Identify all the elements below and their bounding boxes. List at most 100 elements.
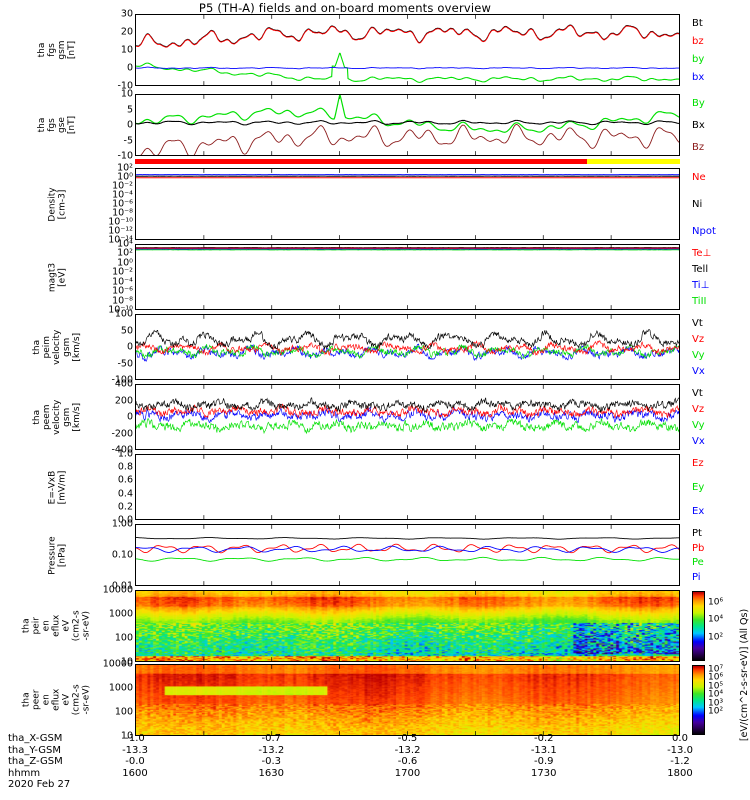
mode-status-bars [135, 159, 680, 168]
ytick-peir-eflux-3: 10 [120, 656, 133, 668]
panel-plot-density [136, 169, 679, 239]
xaxis-value: -0.2 [533, 733, 554, 744]
legend-fgs-gse-by: By [692, 98, 705, 109]
panel-plot-peer-eflux [203, 665, 612, 735]
xaxis-row-label: tha_Z-GSM [8, 756, 63, 767]
legend-peim-velocity-vz: Vz [692, 334, 705, 345]
xaxis-row-label: tha_Y-GSM [8, 744, 62, 756]
legend-fgs-gsm-by: by [692, 54, 705, 65]
ytick-fgs-gsm-1: 20 [120, 26, 133, 38]
xaxis-value: -0.0 [125, 756, 145, 767]
ytick-efield-5: 0.0 [117, 514, 133, 526]
ytick-magt3-4: 10⁻⁴ [112, 276, 133, 288]
series-line [136, 24, 679, 48]
xaxis-row-tha_z-gsm: tha_Z-GSM -0.0 -0.3 -0.6 -0.9 -1.2 [0, 756, 750, 768]
xaxis-value: -13.2 [394, 744, 421, 756]
spectrogram-peer-eflux [136, 665, 679, 735]
xaxis-row-tha_y-gsm: tha_Y-GSM -13.3 -13.2 -13.2 -13.1 -13.0 [0, 745, 750, 757]
xaxis-value: 0.0 [672, 733, 688, 744]
legend-peem-velocity-vt: Vt [692, 388, 703, 399]
peir-colorbar [692, 591, 705, 661]
series-line [136, 52, 679, 83]
ytick-peer-eflux-3: 10 [120, 730, 133, 742]
panel-efield [135, 454, 680, 520]
ytick-peer-eflux-0: 10000 [102, 658, 133, 670]
xaxis-row-label: hhmm [8, 767, 41, 779]
ytick-peim-velocity-3: -50 [117, 358, 133, 369]
x-axis-block: tha_X-GSM -1.0 -0.7 -0.5 -0.2 0.0 tha_Y-GSM -13… [0, 733, 750, 779]
legend-pressure-pb: Pb [692, 542, 705, 554]
series-line [136, 340, 679, 357]
xaxis-value: -0.6 [397, 756, 418, 767]
peer-colorbar-gradient [693, 666, 704, 734]
series-line [136, 119, 679, 126]
legend-peem-velocity-vx: Vx [692, 436, 705, 447]
ytick-peem-velocity-4: -400 [111, 444, 133, 456]
xaxis-value: -13.3 [122, 744, 148, 756]
peer-colorbar-tick-5: 10² [708, 706, 724, 717]
panel-plot-fgs-gsm [136, 15, 679, 85]
ytick-magt3-2: 10⁰ [117, 257, 133, 269]
ytick-peem-velocity-1: 200 [114, 395, 133, 406]
ytick-pressure-2: 0.01 [111, 580, 133, 592]
xaxis-value: -1.0 [125, 733, 145, 744]
legend-magt3-te: Te⊥ [692, 248, 712, 259]
xaxis-row-label: tha_X-GSM [8, 733, 63, 744]
legend-magt3-tell: Tell [692, 264, 709, 275]
peer-colorbar-tick-0: 10⁷ [708, 664, 724, 675]
series-line [136, 66, 679, 70]
panel-plot-peir-eflux [203, 591, 612, 661]
ytick-fgs-gse-3: -5 [123, 135, 133, 146]
legend-peem-velocity-vz: Vz [692, 404, 705, 415]
peir-colorbar-gradient [693, 592, 704, 660]
legend-pressure-pe: Pe [692, 557, 704, 569]
panel-peem-velocity [135, 384, 680, 450]
panel-plot-magt3 [136, 245, 679, 309]
series-line [136, 403, 679, 419]
legend-magt3-tiii: TiII [692, 296, 707, 307]
series-line [136, 329, 679, 350]
ytick-magt3-0: 10⁴ [117, 238, 133, 250]
ytick-peer-eflux-1: 1000 [108, 682, 133, 694]
legend-peim-velocity-vt: Vt [692, 318, 703, 329]
series-line [140, 123, 679, 155]
legend-density-ni: Ni [692, 199, 703, 210]
series-line [136, 418, 679, 435]
ytick-peim-velocity-4: -100 [111, 374, 133, 386]
xaxis-value: -0.9 [533, 756, 554, 767]
legend-fgs-gse-bx: Bx [692, 120, 705, 131]
panel-plot-pressure [136, 525, 679, 585]
ytick-density-1: 10⁰ [117, 171, 133, 183]
ytick-fgs-gse-4: -10 [117, 150, 133, 162]
ytitle-pressure: Pressure [nPa] [47, 535, 68, 575]
ytick-fgs-gsm-2: 10 [120, 44, 133, 56]
xaxis-value: 1600 [122, 767, 148, 779]
ytick-efield-3: 0.4 [117, 488, 133, 500]
peir-colorbar-tick-1: 10⁴ [708, 614, 724, 625]
xaxis-value: -13.0 [667, 744, 693, 756]
ytick-efield-0: 1.0 [117, 448, 133, 460]
ytick-density-2: 10⁻² [112, 180, 133, 192]
ytick-density-8: 10⁻¹⁴ [108, 234, 133, 246]
xaxis-value: -13.1 [530, 744, 557, 756]
xaxis-value: 1800 [667, 767, 693, 779]
ytick-efield-2: 0.6 [117, 474, 133, 486]
series-line [136, 556, 679, 562]
ytick-magt3-3: 10⁻² [112, 266, 133, 278]
panel-magt3 [135, 244, 680, 310]
xaxis-value: 1730 [531, 767, 557, 779]
ytitle-peim-velocity: tha peim velocity gsm [km/s] [31, 329, 82, 365]
panel-plot-peem-velocity [136, 385, 679, 449]
ytick-fgs-gse-2: 0 [126, 119, 133, 131]
panel-peir-eflux [135, 590, 680, 662]
ytick-density-4: 10⁻⁶ [112, 198, 133, 210]
ytick-fgs-gsm-4: -10 [117, 80, 133, 92]
legend-fgs-gsm-bz: bz [692, 36, 704, 47]
ytitle-fgs-gsm: tha fgs gsm [nT] [37, 40, 77, 60]
ytick-fgs-gsm-3: 0 [126, 62, 133, 74]
peer-colorbar-tick-4: 10³ [708, 698, 724, 708]
ytitle-peir-eflux: tha peir en eflux eV (cm2-s -sr-eV) [21, 610, 92, 642]
ytick-peir-eflux-2: 100 [114, 632, 133, 644]
panel-peim-velocity [135, 314, 680, 380]
